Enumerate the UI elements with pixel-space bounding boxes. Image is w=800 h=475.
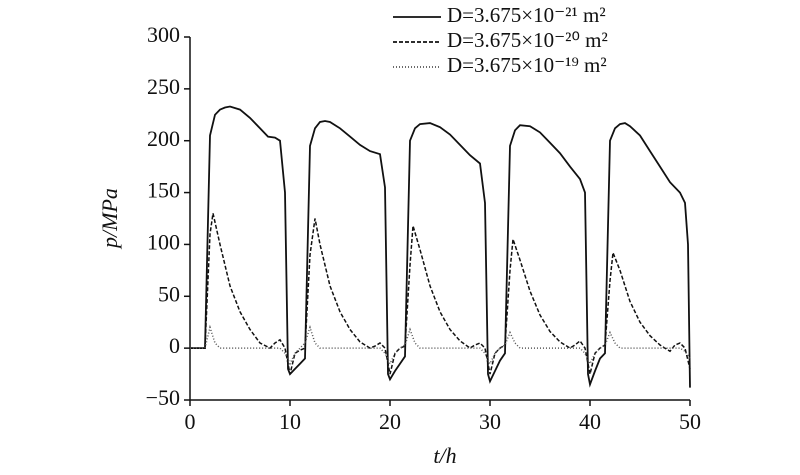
line bbox=[190, 324, 691, 366]
line bbox=[190, 105, 691, 388]
y-tick-label: 50 bbox=[158, 281, 180, 306]
y-tick-label: 100 bbox=[147, 229, 180, 254]
legend-label: D=3.675×10⁻²¹ m² bbox=[447, 3, 606, 27]
x-tick-label: 30 bbox=[479, 409, 501, 434]
line bbox=[190, 213, 691, 375]
y-axis-label: p/MPa bbox=[97, 188, 122, 250]
y-tick-label: 150 bbox=[147, 178, 180, 203]
x-tick-label: 20 bbox=[379, 409, 401, 434]
x-tick-label: 40 bbox=[579, 409, 601, 434]
x-tick-label: 50 bbox=[679, 409, 701, 434]
legend-label: D=3.675×10⁻¹⁹ m² bbox=[447, 53, 607, 77]
x-tick-label: 0 bbox=[185, 409, 196, 434]
y-tick-label: 250 bbox=[147, 74, 180, 99]
y-tick-label: 0 bbox=[169, 333, 180, 358]
x-axis-label: t/h bbox=[433, 443, 456, 468]
x-tick-label: 10 bbox=[279, 409, 301, 434]
legend-label: D=3.675×10⁻²⁰ m² bbox=[447, 28, 608, 52]
y-tick-label: 200 bbox=[147, 126, 180, 151]
y-tick-label: 300 bbox=[147, 22, 180, 47]
y-tick-label: −50 bbox=[146, 385, 180, 410]
